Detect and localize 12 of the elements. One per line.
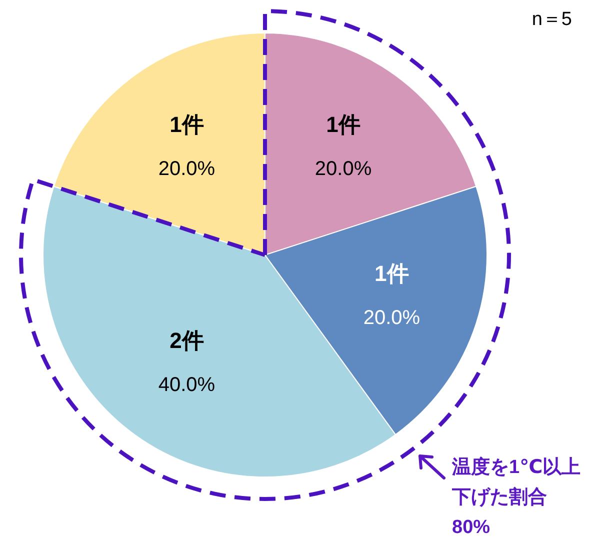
text: 下げた割合 bbox=[451, 486, 547, 508]
slice-label: 2件 bbox=[170, 328, 204, 353]
data-label: 20.0% bbox=[158, 158, 216, 180]
data-label: 20.0% bbox=[314, 158, 372, 180]
data-label: 40.0% bbox=[158, 374, 216, 396]
text: 80% bbox=[452, 517, 490, 538]
data-label: 20.0% bbox=[363, 307, 420, 330]
slice-label: 1件 bbox=[170, 112, 204, 138]
text: n＝5 bbox=[532, 9, 572, 30]
slice-label: 1件 bbox=[326, 112, 360, 138]
text: 温度を1℃以上 bbox=[451, 456, 581, 478]
slice-label: 1件 bbox=[374, 261, 409, 286]
